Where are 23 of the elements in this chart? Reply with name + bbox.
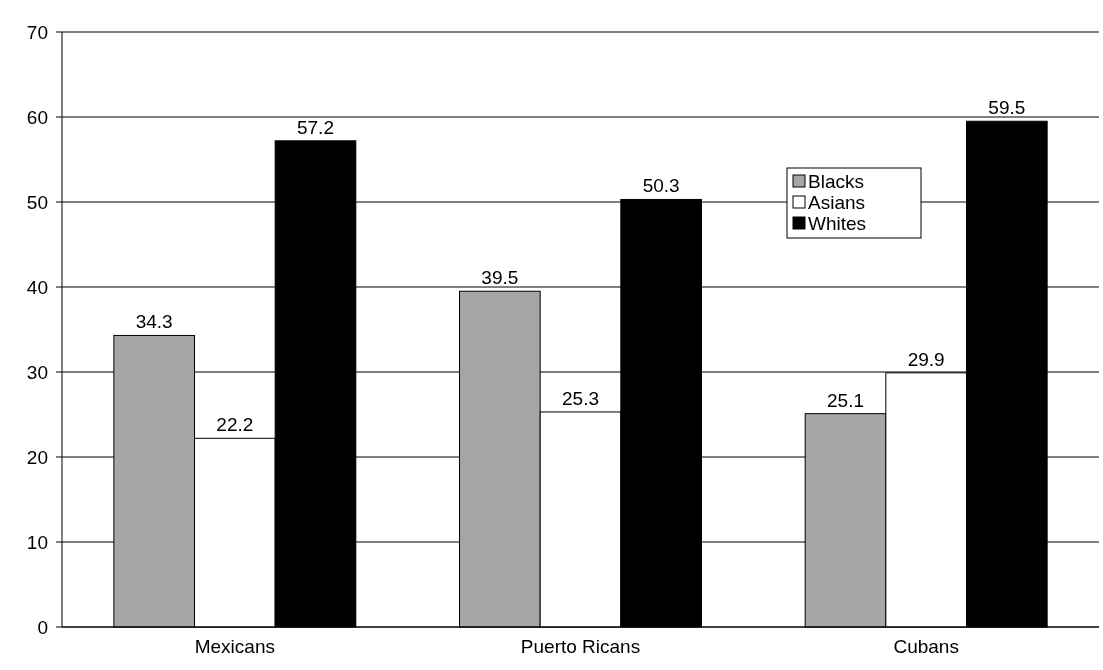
data-label: 25.1 [827,389,864,411]
y-tick-label: 10 [26,531,48,553]
data-label: 59.5 [988,97,1026,119]
x-tick-label: Puerto Ricans [520,636,641,657]
data-label: 57.2 [297,116,334,138]
y-tick-label: 30 [26,361,48,383]
data-label: 39.5 [481,267,519,289]
data-label: 50.3 [642,175,680,197]
y-tick-label: 0 [37,616,48,638]
y-tick-label: 20 [26,446,48,468]
x-tick-label: Cubans [893,636,959,657]
legend-label: Whites [808,212,867,234]
legend-label: Asians [808,191,866,213]
data-label: 29.9 [907,348,945,370]
data-label: 25.3 [562,387,599,409]
y-tick-label: 70 [26,21,48,43]
y-tick-label: 50 [26,191,48,213]
data-label: 34.3 [135,311,173,333]
data-label: 22.2 [216,414,254,436]
y-tick-label: 40 [26,276,48,298]
legend-label: Blacks [808,170,864,192]
x-tick-label: Mexicans [194,636,275,657]
y-tick-label: 60 [26,106,48,128]
